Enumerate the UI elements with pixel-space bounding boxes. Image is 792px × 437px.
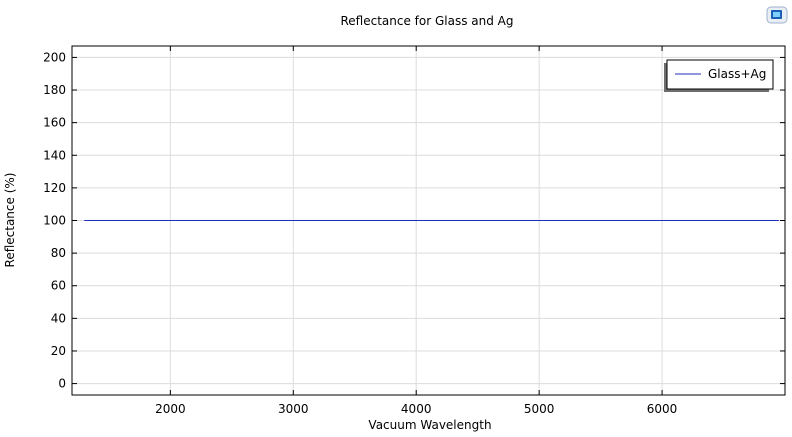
y-tick-label: 180 xyxy=(43,83,66,97)
x-tick-label: 6000 xyxy=(647,402,678,416)
y-tick-label: 140 xyxy=(43,148,66,162)
x-tick-label: 3000 xyxy=(278,402,309,416)
y-tick-label: 20 xyxy=(51,344,66,358)
x-tick-labels: 2000 3000 4000 5000 6000 xyxy=(155,402,677,416)
legend: Glass+Ag xyxy=(664,59,774,92)
y-axis-label: Reflectance (%) xyxy=(3,173,17,268)
y-tick-labels: 0 20 40 60 80 100 120 140 160 180 200 xyxy=(43,50,66,390)
y-tick-label: 80 xyxy=(51,246,66,260)
image-export-icon[interactable] xyxy=(766,6,788,24)
x-tick-label: 5000 xyxy=(524,402,555,416)
x-tick-label: 2000 xyxy=(155,402,186,416)
x-axis-label: Vacuum Wavelength xyxy=(368,418,491,432)
y-tick-label: 120 xyxy=(43,181,66,195)
y-tick-label: 160 xyxy=(43,116,66,130)
y-tick-label: 200 xyxy=(43,50,66,64)
y-tick-label: 40 xyxy=(51,311,66,325)
chart-title: Reflectance for Glass and Ag xyxy=(340,14,513,28)
y-tick-label: 0 xyxy=(58,377,66,391)
y-tick-label: 100 xyxy=(43,214,66,228)
y-tick-label: 60 xyxy=(51,279,66,293)
axis-ticks xyxy=(72,46,785,395)
x-tick-label: 4000 xyxy=(401,402,432,416)
legend-label: Glass+Ag xyxy=(708,67,766,81)
